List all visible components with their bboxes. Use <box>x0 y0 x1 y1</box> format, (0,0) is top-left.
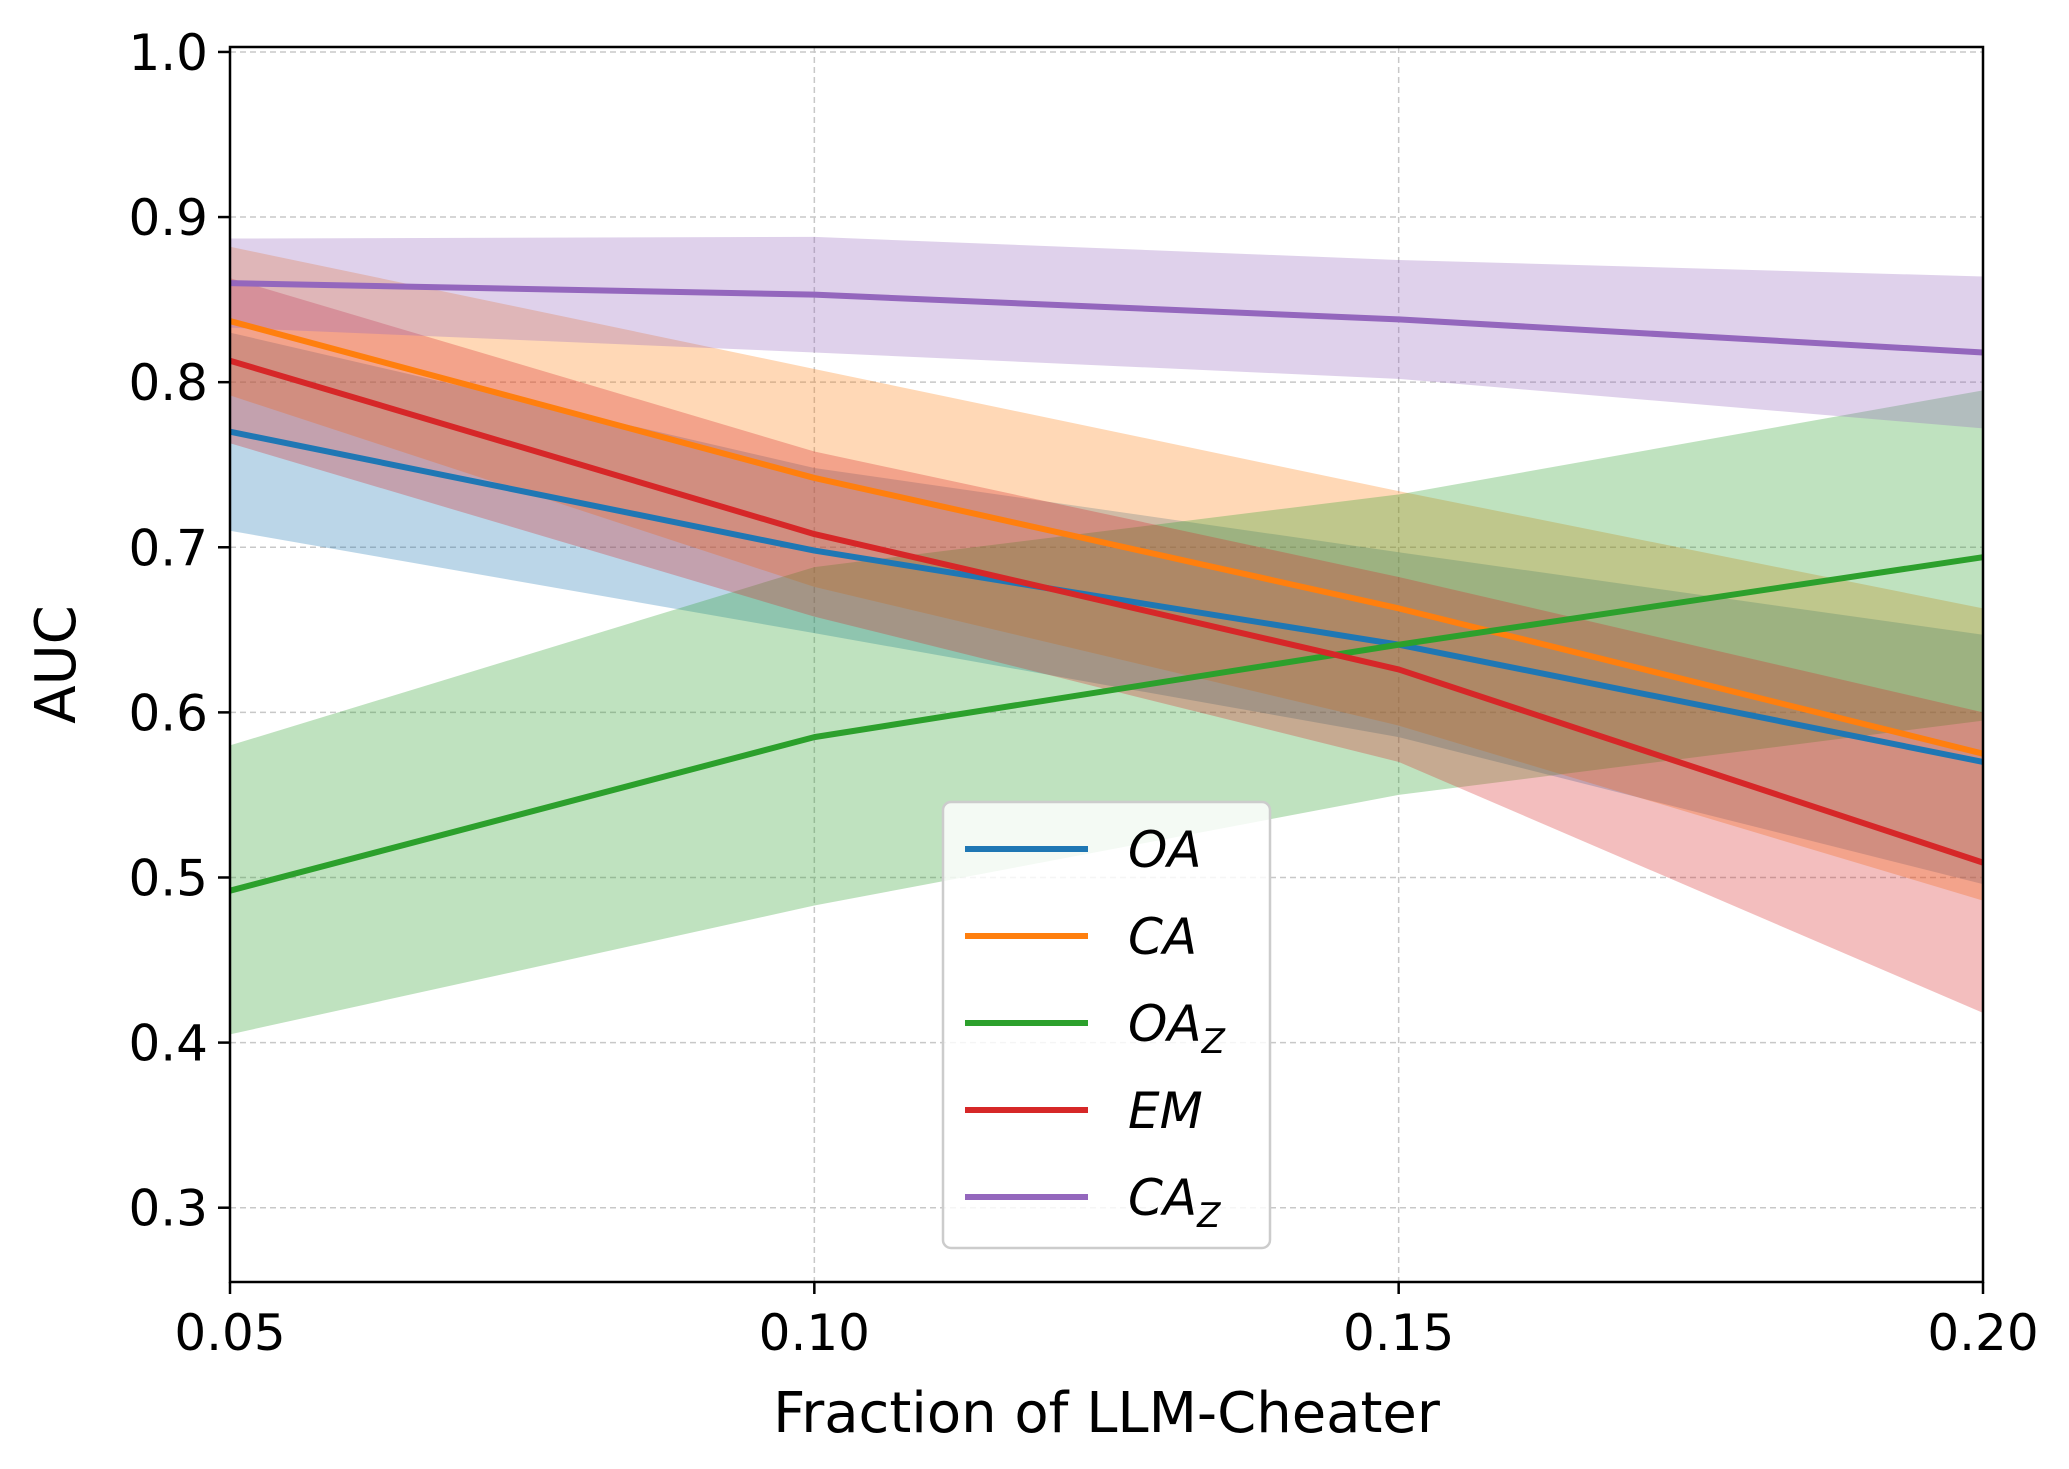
band-oa <box>230 332 1983 885</box>
series-lines <box>229 280 1984 894</box>
legend-label-ca: CA <box>1128 908 1197 966</box>
y-tick-label: 0.4 <box>128 1015 208 1073</box>
x-tick-label: 0.15 <box>1343 1304 1454 1362</box>
band-ca <box>230 246 1983 901</box>
x-axis-label: Fraction of LLM-Cheater <box>773 1381 1441 1446</box>
series-line-oaz <box>229 554 1984 894</box>
y-tick-label: 0.7 <box>128 519 208 577</box>
y-tick-label: 0.3 <box>128 1180 208 1238</box>
series-line-oa <box>229 428 1984 765</box>
y-axis-label: AUC <box>24 605 89 723</box>
y-tick-label: 0.5 <box>128 849 208 907</box>
y-tick-label: 0.8 <box>128 354 208 412</box>
y-tick-label: 0.6 <box>128 684 208 742</box>
series-line-caz <box>229 280 1984 356</box>
series-line-em <box>229 357 1984 866</box>
plot-frame <box>228 45 1985 1284</box>
band-caz <box>230 236 1983 429</box>
x-axis-ticks: 0.05 0.10 0.15 0.20 <box>174 1282 2039 1362</box>
series-line-ca <box>229 318 1984 757</box>
legend-subscript: Z <box>1196 1196 1221 1236</box>
legend-label-caz: CAZ <box>1128 1169 1221 1236</box>
y-axis-ticks: 0.3 0.4 0.5 0.6 0.7 0.8 0.9 1.0 <box>128 24 230 1238</box>
y-tick-label: 0.9 <box>128 189 208 247</box>
legend-subscript: Z <box>1201 1022 1226 1062</box>
x-tick-label: 0.20 <box>1927 1304 2038 1362</box>
band-oaz <box>230 390 1983 1035</box>
confidence-bands <box>230 236 1983 1035</box>
legend-label-oaz: OAZ <box>1128 995 1226 1062</box>
x-tick-label: 0.05 <box>174 1304 285 1362</box>
legend-box <box>941 800 1272 1250</box>
x-tick-label: 0.10 <box>759 1304 870 1362</box>
band-em <box>230 278 1983 1013</box>
y-tick-label: 1.0 <box>128 24 208 82</box>
legend: OA CA OAZ EM CAZ <box>941 800 1272 1250</box>
legend-label-oa: OA <box>1128 821 1202 879</box>
legend-label-em: EM <box>1128 1082 1203 1140</box>
